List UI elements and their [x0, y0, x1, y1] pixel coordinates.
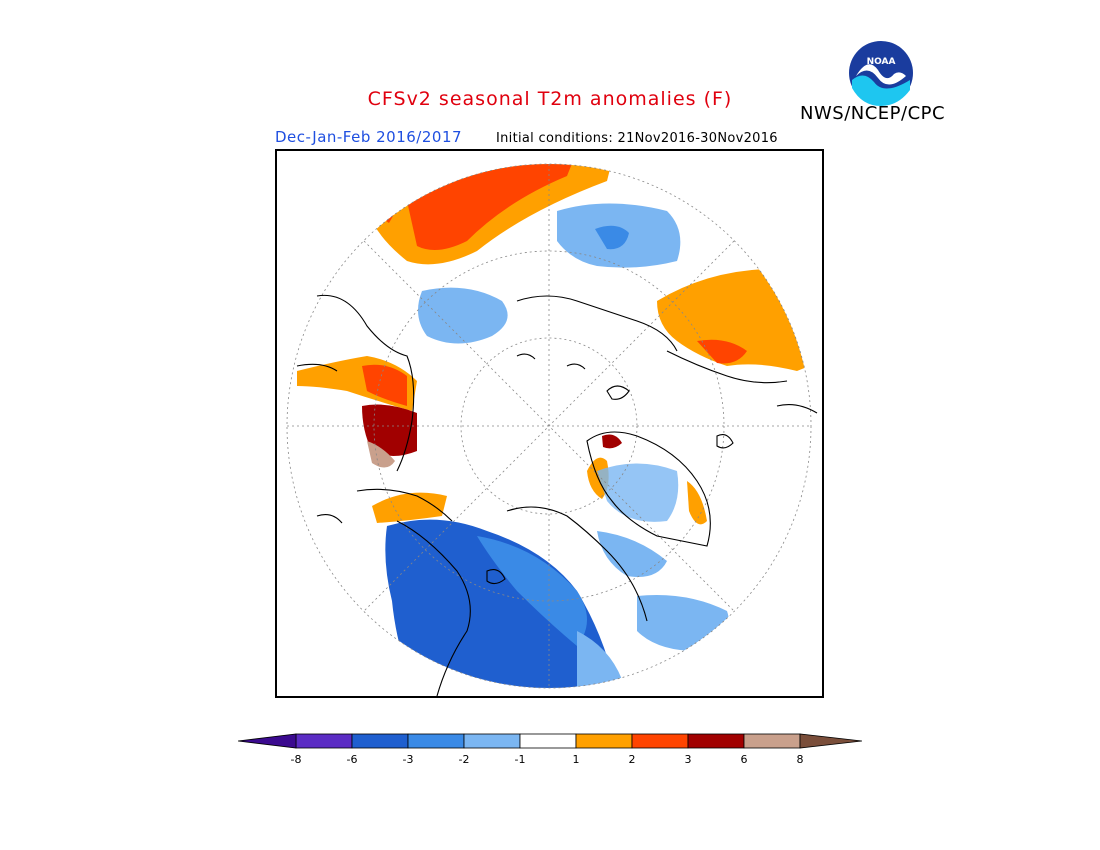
legend-bin	[687, 733, 745, 749]
legend-bin	[575, 733, 633, 749]
warm-anomaly-region	[367, 441, 395, 468]
legend-bin	[631, 733, 689, 749]
polar-stereographic-map	[286, 163, 818, 696]
cool-anomaly-region	[385, 519, 617, 688]
cool-anomaly-region	[595, 225, 629, 250]
legend-tick-label: -8	[290, 753, 302, 766]
cool-anomaly-region	[418, 287, 508, 344]
warm-anomaly-region	[372, 492, 447, 523]
warm-anomaly-region	[407, 164, 577, 250]
coastlines	[296, 294, 818, 696]
legend-high-end-arrow	[799, 733, 862, 749]
legend-tick-label: 8	[796, 753, 804, 766]
polar-map	[275, 149, 824, 698]
legend-tick-label: 2	[628, 753, 636, 766]
warm-anomaly-region	[697, 339, 747, 364]
legend-bin	[295, 733, 353, 749]
warm-anomaly-region	[602, 434, 622, 449]
legend-tick-label: -2	[458, 753, 470, 766]
legend-bin	[407, 733, 465, 749]
legend-bin	[743, 733, 801, 749]
legend-tick-label: 6	[740, 753, 748, 766]
cool-anomaly-region	[597, 463, 679, 522]
initial-conditions: Initial conditions: 21Nov2016-30Nov2016	[496, 131, 778, 146]
legend-bin	[463, 733, 521, 749]
cool-anomaly-region	[637, 595, 729, 651]
graticule	[286, 163, 812, 689]
forecast-period: Dec-Jan-Feb 2016/2017	[275, 128, 463, 146]
map-title: CFSv2 seasonal T2m anomalies (F)	[367, 88, 733, 110]
legend-tick-label: 1	[572, 753, 580, 766]
cool-anomaly-region	[597, 531, 667, 577]
agency-label: NWS/NCEP/CPC	[800, 103, 946, 124]
legend-low-end-arrow	[238, 733, 297, 749]
color-legend	[238, 733, 862, 749]
warm-anomaly-region	[362, 364, 407, 406]
cool-anomaly-region	[577, 631, 627, 688]
legend-tick-label: -6	[346, 753, 358, 766]
warm-anomaly-region	[687, 481, 707, 525]
cool-anomaly-region	[477, 536, 587, 646]
logo-text: NOAA	[867, 57, 896, 67]
legend-tick-label: 3	[684, 753, 692, 766]
warm-anomaly-region	[362, 404, 417, 456]
legend-tick-label: -3	[402, 753, 414, 766]
legend-bin	[519, 733, 577, 749]
noaa-logo-icon: NOAA	[849, 41, 913, 106]
legend-bin	[351, 733, 409, 749]
legend-tick-label: -1	[514, 753, 526, 766]
